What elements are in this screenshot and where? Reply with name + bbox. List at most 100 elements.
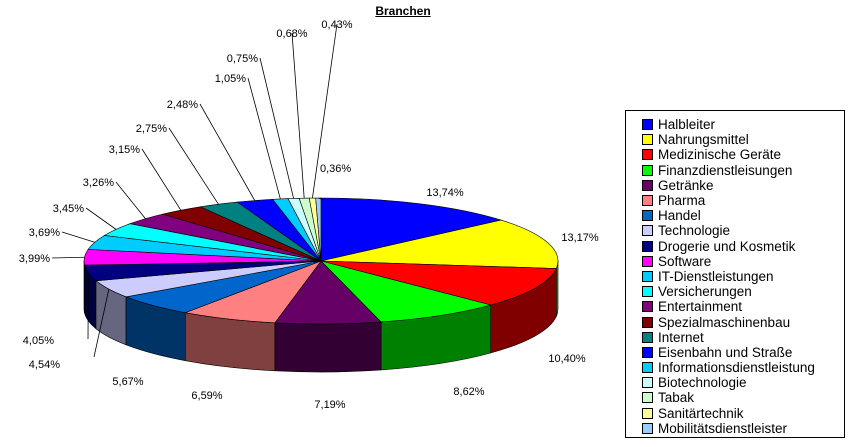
legend-swatch [642, 240, 653, 252]
legend-item: Eisenbahn und Straße [642, 345, 844, 360]
legend-label: Pharma [658, 193, 706, 209]
legend-label: Handel [658, 208, 701, 224]
legend-item: Technologie [642, 223, 844, 238]
legend-label: Sanitärtechnik [658, 405, 744, 421]
legend-swatch [642, 149, 653, 161]
legend-swatch [642, 286, 653, 298]
leader-line-18 [259, 57, 294, 199]
data-label-6: 6,59% [191, 390, 222, 402]
data-label-15: 2,75% [136, 123, 167, 135]
leader-line-12 [85, 207, 117, 230]
leader-line-21 [318, 197, 325, 201]
data-label-20: 0,43% [321, 19, 352, 31]
legend-label: Eisenbahn und Straße [658, 344, 793, 360]
data-label-19: 0,68% [276, 28, 307, 40]
data-label-9: 4,05% [23, 335, 54, 347]
legend-label: Finanzdienstleisungen [658, 162, 793, 178]
legend-swatch [642, 331, 653, 343]
legend-swatch [642, 422, 653, 434]
legend-swatch [642, 134, 653, 146]
legend-label: Technologie [658, 223, 731, 239]
data-label-3: 10,40% [548, 353, 586, 365]
legend-item: Drogerie und Kosmetik [642, 239, 844, 254]
legend-item: Software [642, 254, 844, 269]
legend-item: Biotechnologie [642, 375, 844, 390]
leader-line-16 [199, 103, 256, 201]
data-label-13: 3,26% [83, 177, 114, 189]
data-label-5: 7,19% [314, 399, 345, 411]
legend-swatch [642, 316, 653, 328]
data-label-18: 0,75% [227, 53, 258, 65]
legend-item: Mobilitätsdienstleister [642, 421, 844, 436]
legend-label: Internet [658, 329, 704, 345]
legend-item: Medizinische Geräte [642, 147, 844, 162]
leader-line-13 [115, 181, 146, 219]
pie-slice-5 [274, 260, 382, 325]
legend-label: IT-Dienstleistungen [658, 268, 774, 284]
data-label-21: 0,36% [320, 163, 351, 175]
legend-swatch [642, 301, 653, 313]
leader-line-20 [312, 23, 338, 199]
legend-swatch [642, 362, 653, 374]
leader-line-8 [93, 289, 110, 358]
pie-slice-3 [320, 260, 557, 306]
legend-swatch [642, 346, 653, 358]
legend-swatch [642, 392, 653, 404]
leader-line-10 [51, 256, 85, 259]
legend-label: Entertainment [658, 299, 743, 315]
data-label-10: 3,99% [19, 253, 50, 265]
legend-label: Versicherungen [658, 284, 752, 300]
data-label-2: 13,17% [561, 232, 599, 244]
legend-item: Versicherungen [642, 284, 844, 299]
legend-item: Tabak [642, 390, 844, 405]
data-label-14: 3,15% [109, 144, 140, 156]
legend-label: Halbleiter [658, 117, 716, 133]
legend-swatch [642, 255, 653, 267]
data-label-17: 1,05% [215, 73, 246, 85]
chart-title: Branchen [375, 4, 431, 18]
legend-swatch [642, 210, 653, 222]
legend-item: Entertainment [642, 299, 844, 314]
pie-slice-21 [315, 197, 322, 262]
pie-slice-4 [320, 260, 492, 323]
legend-swatch [642, 164, 653, 176]
legend-label: Spezialmaschinenbau [658, 314, 791, 330]
legend-swatch [642, 377, 653, 389]
legend-swatch [642, 119, 653, 131]
pie-slice-side-5 [274, 321, 382, 373]
legend-label: Mobilitätsdienstleister [658, 420, 788, 436]
leader-line-14 [141, 148, 182, 211]
legend-item: Finanzdienstleisungen [642, 163, 844, 178]
leader-line-11 [61, 231, 95, 243]
legend-label: Drogerie und Kosmetik [658, 238, 796, 254]
legend-label: Biotechnologie [658, 375, 747, 391]
legend-swatch [642, 195, 653, 207]
legend-item: Halbleiter [642, 117, 844, 132]
leader-line-19 [291, 32, 305, 199]
legend-swatch [642, 407, 653, 419]
legend-label: Informationsdienstleistung [658, 360, 815, 376]
legend-label: Medizinische Geräte [658, 147, 782, 163]
data-label-16: 2,48% [167, 99, 198, 111]
legend-swatch [642, 225, 653, 237]
data-label-11: 3,69% [29, 227, 60, 239]
legend-item: Sanitärtechnik [642, 406, 844, 421]
data-label-8: 4,54% [29, 359, 60, 371]
pie-slice-1 [320, 197, 503, 262]
legend-item: Pharma [642, 193, 844, 208]
legend-item: Handel [642, 208, 844, 223]
data-label-1: 13,74% [426, 187, 464, 199]
legend-item: IT-Dienstleistungen [642, 269, 844, 284]
leader-line-15 [168, 127, 219, 205]
legend-item: Nahrungsmittel [642, 132, 844, 147]
legend-label: Getränke [658, 177, 714, 193]
legend-item: Internet [642, 330, 844, 345]
legend-item: Informationsdienstleistung [642, 360, 844, 375]
data-label-12: 3,45% [53, 203, 84, 215]
legend-item: Getränke [642, 178, 844, 193]
legend-item: Spezialmaschinenbau [642, 314, 844, 330]
data-label-7: 5,67% [112, 376, 143, 388]
legend-label: Nahrungsmittel [658, 132, 749, 148]
